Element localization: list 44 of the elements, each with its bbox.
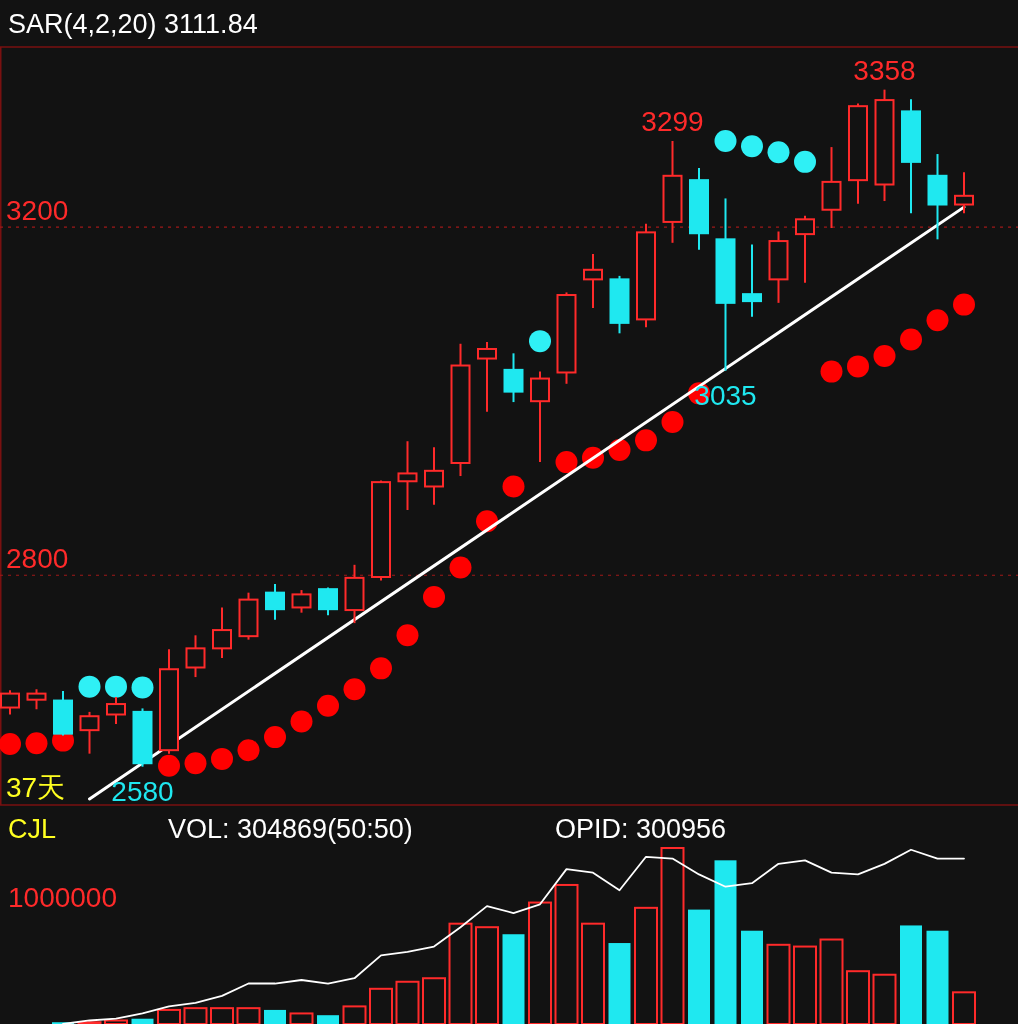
bar [342,1005,367,1024]
bar [528,901,552,1024]
text: OPID: 300956 [555,814,727,844]
bar [131,1018,154,1024]
bar [289,1012,314,1024]
annotation: 2580 [111,775,174,807]
bar [475,926,499,1024]
bar [714,860,737,1024]
y-tick-label: 2800 [6,543,69,575]
annotation: 1000000 [8,882,118,913]
bar [819,938,844,1024]
bar [952,991,976,1024]
bar [554,883,579,1024]
bar [793,945,817,1024]
bar [872,973,897,1024]
chart-title: CJL [8,814,57,844]
bar [264,1009,286,1024]
bar [846,970,870,1024]
bar [395,980,420,1024]
bar [608,943,631,1024]
bar [157,1008,181,1024]
y-tick-label: 3200 [6,195,69,227]
bar [210,1007,234,1024]
bar [502,934,525,1024]
bar [236,1007,261,1024]
bar [766,943,791,1024]
bar [688,909,710,1024]
bar [183,1007,208,1024]
bar [741,930,763,1024]
bar [369,987,393,1024]
bar [448,922,473,1024]
annotation: 37天 [6,772,66,803]
bar [634,906,658,1024]
bar [104,1019,128,1024]
bar [581,922,605,1024]
bar [900,925,922,1024]
bar [926,930,949,1024]
bar [422,977,446,1024]
annotation: 3299 [641,105,704,137]
annotation: 3358 [853,54,916,86]
bar [317,1015,339,1024]
chart-title: SAR(4,2,20) 3111.84 [8,9,258,39]
text: VOL: 304869(50:50) [168,814,413,844]
bar [660,847,685,1024]
